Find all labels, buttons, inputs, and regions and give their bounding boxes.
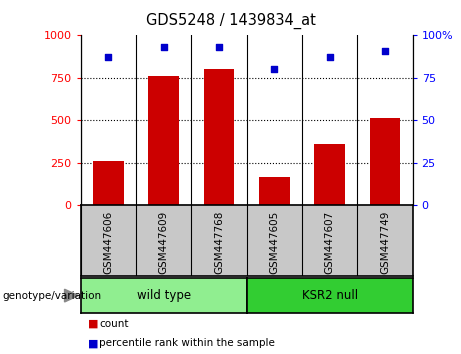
Text: percentile rank within the sample: percentile rank within the sample bbox=[99, 338, 275, 348]
Point bbox=[326, 55, 333, 60]
Text: GSM447609: GSM447609 bbox=[159, 211, 169, 274]
Text: count: count bbox=[99, 319, 129, 329]
Bar bbox=[93, 161, 124, 205]
Polygon shape bbox=[65, 289, 78, 302]
Text: GDS5248 / 1439834_at: GDS5248 / 1439834_at bbox=[146, 12, 315, 29]
Point bbox=[160, 45, 167, 50]
Point bbox=[215, 45, 223, 50]
Text: wild type: wild type bbox=[136, 289, 191, 302]
Text: genotype/variation: genotype/variation bbox=[2, 291, 101, 301]
Point bbox=[271, 67, 278, 72]
Text: KSR2 null: KSR2 null bbox=[301, 289, 358, 302]
Text: GSM447749: GSM447749 bbox=[380, 211, 390, 274]
Text: ■: ■ bbox=[88, 338, 98, 348]
Bar bbox=[314, 144, 345, 205]
Bar bbox=[148, 76, 179, 205]
Text: GSM447768: GSM447768 bbox=[214, 211, 224, 274]
Bar bbox=[204, 69, 234, 205]
Point bbox=[105, 55, 112, 60]
Bar bbox=[259, 177, 290, 205]
Point bbox=[381, 48, 389, 53]
Text: ■: ■ bbox=[88, 319, 98, 329]
Bar bbox=[370, 118, 400, 205]
Text: GSM447606: GSM447606 bbox=[103, 211, 113, 274]
Text: GSM447607: GSM447607 bbox=[325, 211, 335, 274]
Text: GSM447605: GSM447605 bbox=[269, 211, 279, 274]
